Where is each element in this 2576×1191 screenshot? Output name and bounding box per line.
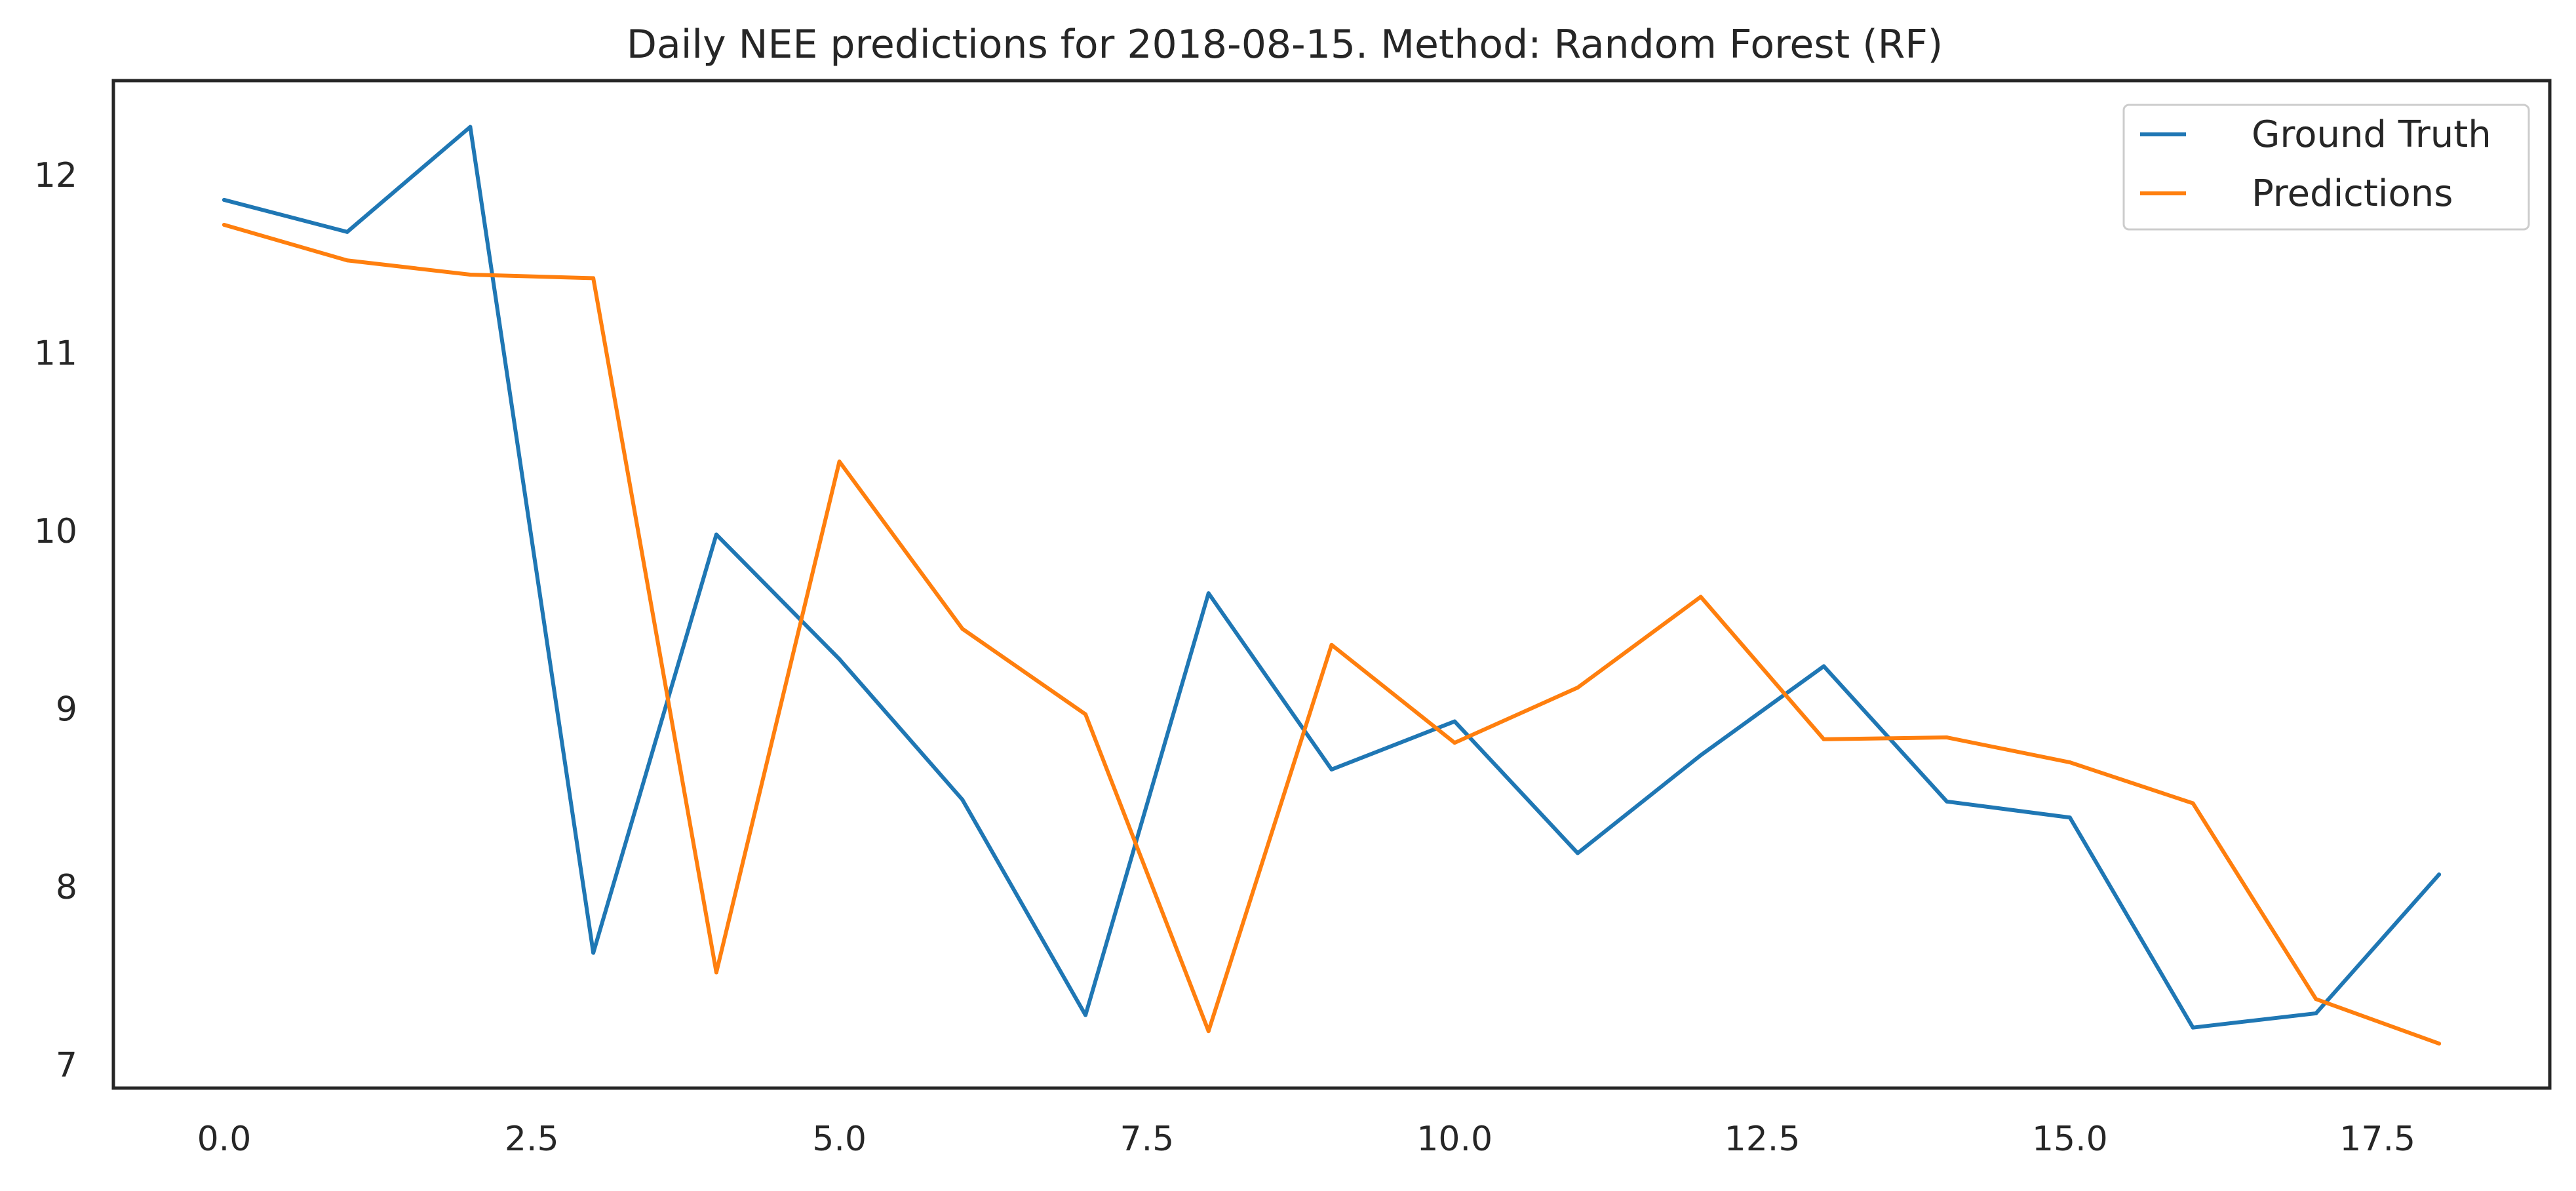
data-point [2191,801,2195,806]
y-tick-label: 10 [34,512,77,551]
y-tick-label: 9 [56,690,77,730]
data-point [1698,753,1703,758]
data-point [1083,712,1088,716]
data-point [714,970,718,975]
data-point [1206,1029,1211,1034]
data-point [2314,1011,2318,1015]
data-point [2314,997,2318,1002]
legend-label: Ground Truth [2252,113,2491,156]
x-tick-label: 0.0 [197,1120,252,1159]
data-point [714,532,718,537]
data-point [1083,1013,1088,1017]
legend-box [2122,104,2530,231]
data-point [1575,686,1580,690]
data-point [837,459,842,464]
data-point [1453,741,1457,745]
legend: Ground Truth Predictions [2122,104,2530,231]
series-layer [222,125,2442,1046]
x-tick-label: 15.0 [2032,1120,2108,1159]
series-predictions [222,222,2442,1046]
data-point [591,950,596,955]
data-point [1945,735,1949,740]
data-point [2191,1025,2195,1030]
y-tick-label: 8 [56,868,77,907]
data-point [1453,719,1457,724]
data-point [222,222,226,227]
data-point [468,125,473,129]
x-tick-label: 12.5 [1725,1120,1801,1159]
chart-title: Daily NEE predictions for 2018-08-15. Me… [627,22,1943,68]
y-tick-label: 12 [34,156,77,195]
x-axis-ticks: 0.0 2.5 5.0 7.5 10.0 12.5 15.0 17.5 [197,1120,2415,1159]
data-point [345,229,349,234]
data-point [468,272,473,277]
legend-label: Predictions [2252,172,2453,215]
data-point [2067,760,2072,765]
data-point [1822,664,1826,669]
data-point [2437,872,2442,877]
data-point [1822,737,1826,741]
y-tick-label: 11 [34,334,77,373]
data-point [837,657,842,661]
data-point [960,627,965,631]
data-point [2437,1042,2442,1046]
data-point [591,276,596,281]
data-point [1206,591,1211,596]
x-tick-label: 5.0 [812,1120,867,1159]
plot-area [111,79,2552,1090]
data-point [1575,851,1580,855]
x-tick-label: 7.5 [1120,1120,1175,1159]
series-ground-truth [222,125,2442,1030]
data-point [345,258,349,263]
y-tick-label: 7 [56,1046,77,1085]
x-tick-label: 2.5 [505,1120,559,1159]
x-tick-label: 17.5 [2339,1120,2415,1159]
data-point [1329,767,1334,771]
data-point [1698,595,1703,599]
data-point [1945,799,1949,804]
data-point [2067,815,2072,820]
x-tick-label: 10.0 [1416,1120,1493,1159]
data-point [222,197,226,202]
data-point [1329,642,1334,647]
y-axis-ticks: 7 8 9 10 11 12 [34,156,77,1085]
data-point [960,798,965,802]
